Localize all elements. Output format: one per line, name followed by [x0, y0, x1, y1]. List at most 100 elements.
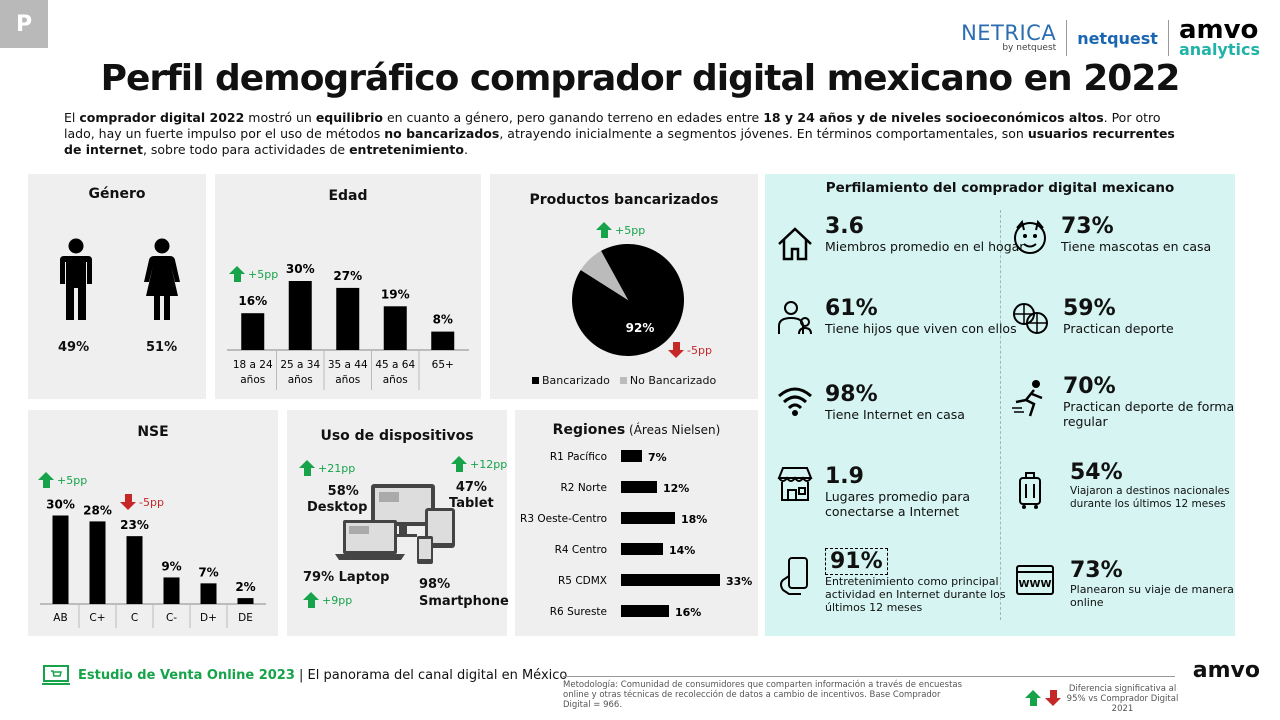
nse-bar — [200, 583, 217, 604]
perfil-desc: Tiene Internet en casa — [825, 407, 965, 422]
logo-divider — [1167, 20, 1169, 56]
diferencia-note: Diferencia significativa al 95% vs Compr… — [1066, 684, 1179, 714]
region-bar — [621, 574, 720, 586]
region-value-label: 7% — [648, 451, 667, 464]
footer-title: Estudio de Venta Online 2023 | El panora… — [42, 664, 567, 686]
region-label: R5 CDMX — [558, 575, 607, 587]
intro-bold: usuarios recurrentes de internet — [64, 126, 1175, 157]
region-value-label: 33% — [726, 575, 752, 588]
amvo-logo-sub: analytics — [1178, 39, 1260, 59]
up-arrow-icon — [38, 472, 54, 488]
edad-tick-label: 65+ — [432, 359, 454, 371]
edad-bar — [383, 306, 407, 350]
edad-panel: Edad +5pp 16% 18 a 24 años 30% 25 a 34 años 27… — [215, 174, 481, 399]
legend-bancarizado: Bancarizado — [532, 374, 610, 387]
edad-tick-label: 45 a 64 — [375, 359, 415, 371]
perfil-value: 73% — [1061, 214, 1114, 239]
perfil-value: 3.6 — [825, 214, 864, 239]
nse-value-label: 28% — [83, 503, 112, 517]
desktop-label: Desktop — [307, 500, 368, 515]
pie-value-label: 92% — [626, 321, 655, 335]
nse-bar — [89, 521, 106, 604]
netrica-logo: NETRICA by netquest — [961, 23, 1056, 53]
nse-bar — [126, 536, 143, 604]
nse-delta-up-text: +5pp — [57, 473, 88, 487]
productos-title: Productos bancarizados — [529, 192, 719, 208]
perfil-item-entretenimiento: 91% Entretenimiento como principal activi… — [825, 548, 1040, 614]
perfil-panel: Perfilamiento del comprador digital mexi… — [765, 174, 1235, 636]
suitcase-icon — [1019, 472, 1041, 509]
perfil-value: 54% — [1070, 460, 1123, 485]
perfil-desc: Practican deporte de forma regular — [1063, 399, 1235, 429]
perfil-title: Perfilamiento del comprador digital mexi… — [825, 180, 1175, 196]
intro-text: El — [64, 110, 80, 125]
smartphone-label: Smartphone — [419, 594, 509, 609]
edad-delta: +5pp — [229, 266, 278, 282]
region-label: R3 Oeste-Centro — [520, 513, 607, 525]
nse-value-label: 23% — [120, 518, 149, 532]
section-badge: P — [0, 0, 48, 48]
perfil-desc: Practican deporte — [1063, 321, 1174, 336]
amvo-footer-logo: amvo — [1192, 658, 1260, 683]
tablet-delta-text: +12pp — [470, 457, 508, 471]
down-arrow-icon — [668, 342, 684, 358]
house-icon — [778, 227, 812, 261]
region-value-label: 16% — [675, 606, 701, 619]
edad-tick-label: 25 a 34 — [280, 359, 320, 371]
nse-bar — [52, 515, 69, 604]
laptop-delta: +9pp — [303, 592, 352, 608]
nse-delta-down: -5pp — [120, 494, 164, 510]
nse-tick-label: D+ — [200, 612, 217, 624]
perfil-desc: Lugares promedio para conectarse a Inter… — [825, 489, 971, 519]
perfil-value: 98% — [825, 382, 878, 407]
perfil-desc: Planearon su viaje de manera online — [1070, 583, 1234, 609]
edad-bar — [241, 313, 265, 350]
footer-panorama: El panorama del canal digital en México — [307, 667, 568, 683]
up-arrow-icon — [451, 456, 467, 472]
perfil-item-deporte-regular: 70% Practican deporte de forma regular — [1063, 374, 1278, 429]
desktop-delta-text: +21pp — [318, 461, 356, 475]
perfil-item-hijos: 61% Tiene hijos que viven con ellos — [825, 296, 1040, 336]
page-title: Perfil demográfico comprador digital mex… — [100, 58, 1181, 99]
productos-pie-chart: 92% — [572, 244, 684, 356]
tablet-delta: +12pp — [451, 456, 507, 472]
desktop-delta: +21pp — [299, 460, 355, 476]
perfil-desc: Tiene hijos que viven con ellos — [825, 321, 1017, 336]
perfil-item-lugares: 1.9 Lugares promedio para conectarse a In… — [825, 464, 1040, 519]
laptop-cart-icon — [42, 665, 70, 685]
productos-delta-down: -5pp — [668, 342, 712, 358]
productos-delta-down-text: -5pp — [687, 343, 712, 357]
pet-icon — [1014, 219, 1046, 254]
intro-paragraph: El comprador digital 2022 mostró un equi… — [64, 110, 1184, 158]
down-arrow-icon — [1045, 690, 1061, 706]
nse-value-label: 9% — [161, 559, 181, 573]
regiones-title: Regiones — [552, 422, 626, 438]
edad-tick-label: años — [288, 374, 313, 386]
intro-text: , atrayendo inicialmente a segmentos jóv… — [499, 126, 1028, 141]
region-bar — [621, 512, 675, 524]
edad-delta-text: +5pp — [248, 267, 279, 281]
nse-delta-up: +5pp — [38, 472, 87, 488]
nse-tick-label: C+ — [89, 612, 105, 624]
desktop-pct: 58% — [327, 484, 359, 499]
netrica-logo-text: NETRICA — [961, 21, 1057, 45]
smartphone-hand-icon — [780, 557, 808, 595]
pie-legend: Bancarizado No Bancarizado — [532, 374, 716, 387]
up-arrow-icon — [596, 222, 612, 238]
nse-panel: NSE +5pp -5pp 30% AB 28% C+ 23% C 9% C- 7% D+ 2% DE — [28, 410, 278, 636]
netrica-logo-sub: by netquest — [1002, 43, 1057, 53]
intro-bold: no bancarizados — [384, 126, 500, 141]
intro-bold: equilibrio — [315, 110, 383, 125]
metodologia-note: Metodología: Comunidad de consumidores q… — [563, 680, 963, 710]
significance-arrows — [1025, 690, 1061, 706]
edad-bar — [288, 281, 312, 350]
runner-icon — [1012, 380, 1043, 417]
intro-bold: entretenimiento — [349, 142, 464, 157]
amvo-analytics-logo: amvo analytics — [1178, 17, 1260, 59]
store-icon — [777, 467, 813, 501]
perfil-value: 61% — [825, 296, 878, 321]
perfil-desc: Miembros promedio en el hogar — [825, 239, 1025, 254]
regiones-subtitle: (Áreas Nielsen) — [629, 423, 721, 437]
netquest-logo: netquest — [1077, 28, 1158, 48]
perfil-item-internet: 98% Tiene Internet en casa — [825, 382, 1040, 422]
